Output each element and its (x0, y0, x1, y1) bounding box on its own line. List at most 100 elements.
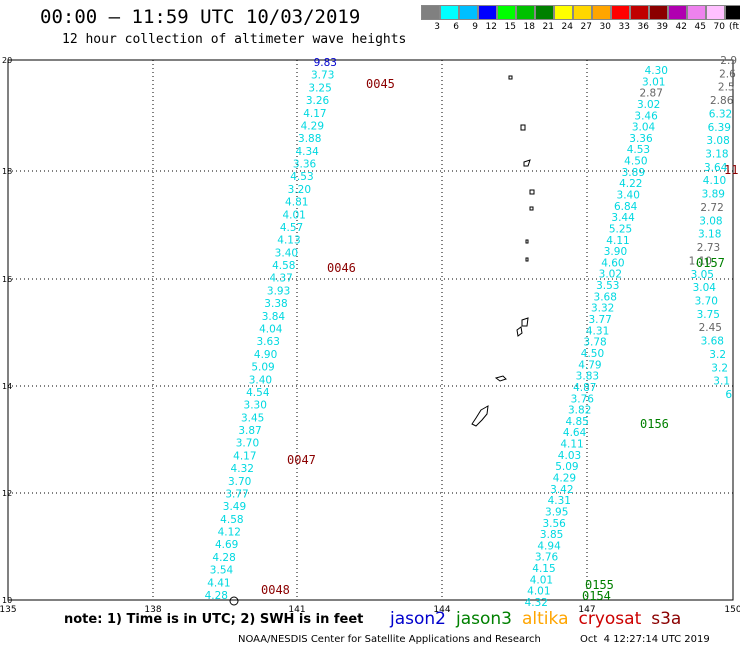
lat-tick-label: 10 (2, 596, 12, 605)
credit-text: NOAA/NESDIS Center for Satellite Applica… (238, 634, 541, 645)
pass-time-label: 0048 (261, 583, 290, 597)
wave-height-label: 3.70 (236, 438, 259, 450)
wave-height-label: 3.26 (306, 95, 330, 107)
wave-height-label: 3.42 (550, 484, 573, 496)
wave-height-label: 4.54 (246, 387, 270, 399)
wave-height-label: 2.5 (718, 82, 735, 94)
wave-height-label: 4.22 (619, 178, 642, 190)
lat-tick-label: 18 (2, 167, 12, 176)
note-text: note: 1) Time is in UTC; 2) SWH is in fe… (64, 612, 364, 627)
color-scale-label: 70 (713, 22, 725, 32)
wave-height-label: 4.28 (205, 590, 228, 602)
map-frame (7, 59, 734, 601)
wave-height-label: 4.90 (254, 349, 277, 361)
color-scale-swatches (421, 5, 740, 20)
wave-height-label: 4.03 (558, 450, 581, 462)
wave-height-label: 2.72 (700, 202, 723, 214)
wave-height-label: 3.70 (228, 476, 251, 488)
wave-height-label: 3.83 (576, 371, 599, 383)
wave-height-label: 4.11 (606, 235, 629, 247)
wave-height-label: 3.2 (711, 362, 728, 374)
wave-height-label: 3.46 (634, 110, 658, 122)
wave-height-label: 3.78 (583, 337, 606, 349)
wave-height-label: 3.36 (629, 133, 653, 145)
wave-height-label: 5.25 (609, 223, 632, 235)
wave-height-label: 3.18 (705, 149, 728, 161)
color-scale-label: 3 (434, 22, 440, 32)
wave-height-label: 3.88 (298, 133, 321, 145)
color-swatch (649, 5, 668, 20)
wave-height-label: 4.32 (525, 597, 548, 609)
wave-height-label: 3.77 (588, 314, 611, 326)
wave-height-label: 4.85 (565, 416, 588, 428)
color-scale-label: 33 (618, 22, 630, 32)
lon-tick-label: 135 (0, 605, 17, 615)
island-sarigan (525, 239, 529, 244)
wave-height-label: 4.01 (282, 209, 305, 221)
wave-height-label: 3.56 (542, 518, 566, 530)
color-scale-label: 30 (599, 22, 611, 32)
island-anatahan (525, 257, 529, 262)
island-southwest (229, 596, 239, 606)
wave-height-label: 4.12 (218, 527, 241, 539)
wave-height-label: 3.25 (308, 82, 331, 94)
wave-height-label: 3.08 (699, 215, 722, 227)
wave-height-label: 4.31 (586, 325, 609, 337)
wave-height-label: 3.08 (706, 135, 729, 147)
wave-height-label: 3.68 (701, 336, 724, 348)
wave-height-label: 4.87 (573, 382, 596, 394)
color-swatch (554, 5, 573, 20)
wave-height-label: 4.50 (581, 348, 604, 360)
pass-time-label: 0156 (640, 417, 669, 431)
color-swatch (459, 5, 478, 20)
lon-tick-label: 141 (288, 605, 305, 615)
wave-height-label: 3.68 (594, 291, 617, 303)
wave-height-label: 3.20 (288, 184, 311, 196)
wave-height-label: 3.95 (545, 506, 568, 518)
wave-height-label: 3.2 (709, 349, 726, 361)
lat-tick-label: 12 (2, 489, 12, 498)
wave-height-label: 4.41 (207, 577, 230, 589)
lon-tick-label: 150 (724, 605, 740, 615)
island-guguan (529, 206, 534, 211)
color-scale-label: 9 (472, 22, 478, 32)
color-swatch (611, 5, 630, 20)
islands (229, 75, 535, 606)
wave-height-label: 3.30 (244, 400, 267, 412)
pass-time-label: 0155 (585, 578, 614, 592)
wave-height-label: 6.39 (708, 122, 731, 134)
color-swatch (516, 5, 535, 20)
map-grid (8, 60, 733, 600)
wave-height-label: 4.29 (301, 120, 324, 132)
wave-height-label: 4.01 (530, 574, 553, 586)
wave-height-label: 3.04 (632, 122, 656, 134)
lat-tick-label: 20 (2, 56, 12, 65)
island-pagan (523, 159, 531, 167)
wave-height-label: 4.28 (212, 552, 235, 564)
wave-height-label: 2.9 (720, 55, 737, 67)
wave-height-label: 1.10 (689, 255, 712, 267)
wave-height-label: 3.89 (702, 189, 725, 201)
wave-height-label: 6.32 (709, 108, 732, 120)
wave-height-label: 4.01 (527, 586, 550, 598)
pass-time-label: 0154 (582, 589, 611, 603)
island-alamagan (529, 189, 535, 195)
wave-height-label: 4.32 (231, 463, 254, 475)
wave-height-label: 4.64 (563, 427, 587, 439)
color-swatch (421, 5, 440, 20)
wave-height-label: 3.53 (596, 280, 619, 292)
axis-labels: 135 138 141 144 147 150 10 12 14 16 18 20 (0, 56, 740, 615)
wave-height-label: 2.45 (699, 322, 722, 334)
lat-tick-label: 14 (2, 382, 12, 391)
wave-height-label: 3.85 (540, 529, 563, 541)
wave-height-label: 3.70 (695, 295, 718, 307)
legend-item-altika: altika (522, 609, 569, 629)
wave-height-label: 3.40 (275, 247, 298, 259)
color-scale-label: 6 (453, 22, 459, 32)
wave-height-label: 4.79 (578, 359, 601, 371)
wave-height-label: 3.40 (249, 374, 272, 386)
wave-height-label: 3.44 (611, 212, 635, 224)
